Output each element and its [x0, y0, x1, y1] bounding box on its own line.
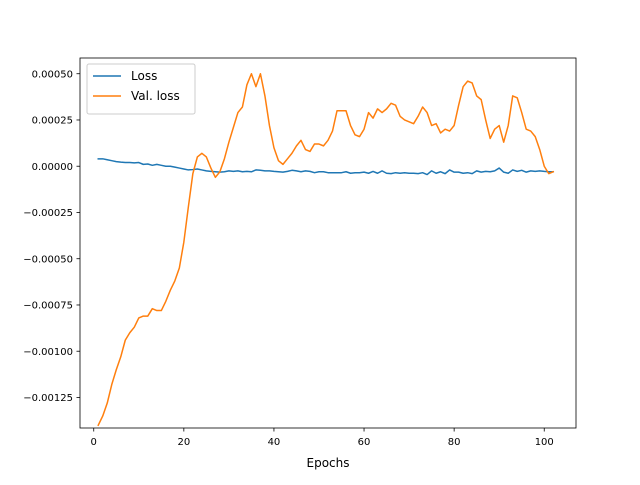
- series-line-1: [97, 158, 554, 176]
- series-layer: [97, 72, 555, 427]
- axes-frame: [79, 57, 577, 429]
- y-tick-label: −0.00050: [23, 254, 73, 265]
- x-tick-label: 0: [91, 437, 97, 448]
- y-tick-label: −0.00075: [23, 301, 73, 312]
- legend-items: Loss Val. loss: [93, 69, 180, 103]
- y-tick-label: −0.00100: [23, 347, 73, 358]
- y-tick-label: 0.00025: [32, 116, 73, 127]
- x-tick-label: 100: [535, 437, 554, 448]
- x-tick-label: 40: [268, 437, 281, 448]
- y-tick-label: −0.00125: [23, 393, 73, 404]
- x-tick-label: 80: [448, 437, 461, 448]
- y-tick-label: 0.00000: [32, 162, 73, 173]
- y-tick-label: 0.00050: [32, 69, 73, 80]
- x-tick-label: 60: [358, 437, 371, 448]
- y-tick-label: −0.00025: [23, 208, 73, 219]
- x-axis-ticks: 0 20 40 60 80 100: [91, 428, 554, 448]
- y-axis-ticks: −0.00125 −0.00100 −0.00075 −0.00050 −0.00025…: [23, 69, 80, 404]
- x-tick-label: 20: [177, 437, 190, 448]
- x-axis-label: Epochs: [307, 456, 350, 470]
- legend: Loss Val. loss: [86, 63, 196, 115]
- legend-label-2: Val. loss: [131, 89, 180, 103]
- series-line-2: [97, 72, 555, 427]
- legend-label-1: Loss: [131, 69, 157, 83]
